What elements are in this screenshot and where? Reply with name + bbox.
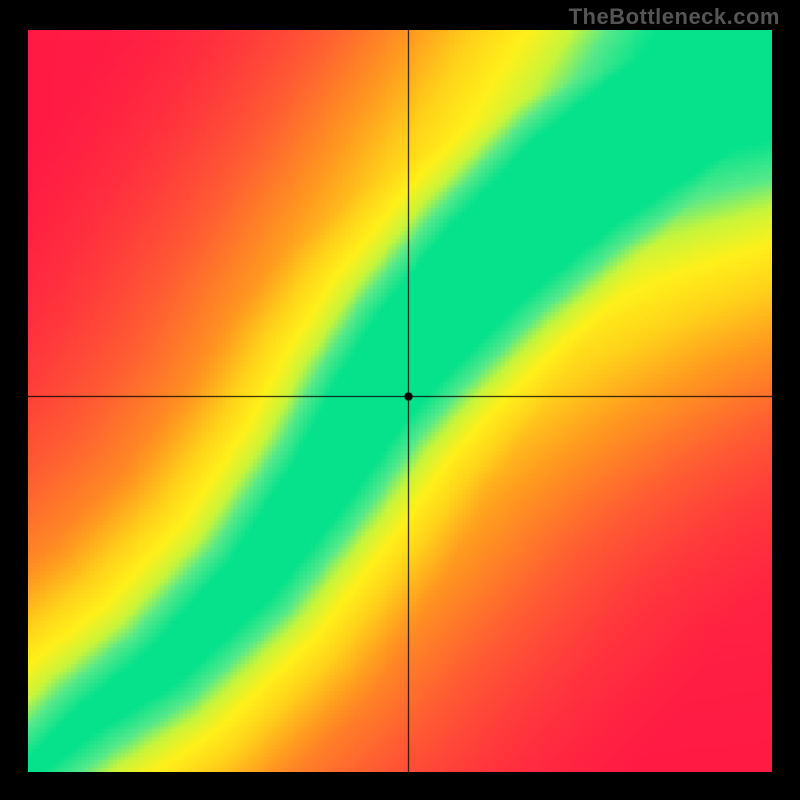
bottleneck-heatmap-canvas	[28, 30, 772, 772]
watermark-text: TheBottleneck.com	[569, 4, 780, 30]
chart-frame: { "watermark": { "text": "TheBottleneck.…	[0, 0, 800, 800]
